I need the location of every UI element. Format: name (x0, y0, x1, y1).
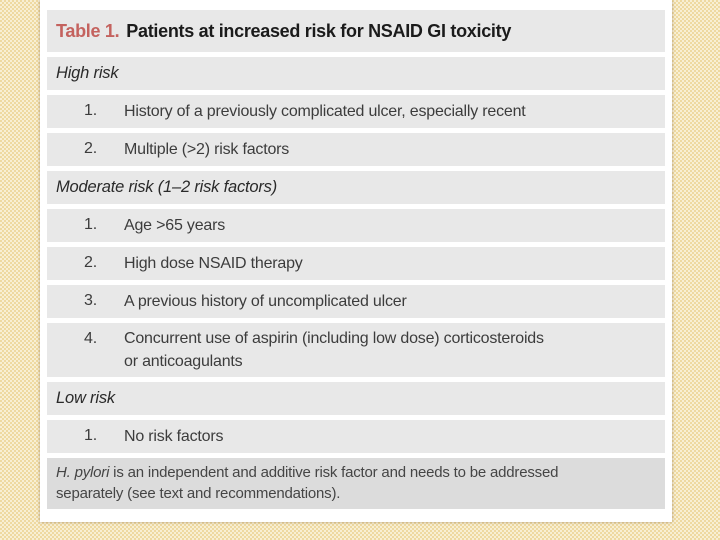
item-number: 1. (84, 216, 97, 233)
item-text: Concurrent use of aspirin (including low… (124, 330, 544, 370)
risk-item-row: 4. Concurrent use of aspirin (including l… (47, 323, 665, 377)
table-number-label: Table 1. (56, 20, 120, 41)
table-body: High risk 1. History of a previously compl… (47, 57, 665, 453)
table-title-bar: Table 1. Patients at increased risk for … (47, 10, 665, 52)
table-footnote: H. pylori is an independent and additive… (47, 458, 665, 509)
risk-item-row: 2. Multiple (>2) risk factors (47, 133, 665, 166)
section-header: High risk (47, 57, 665, 90)
section-header: Moderate risk (1–2 risk factors) (47, 171, 665, 204)
item-number: 1. (84, 102, 97, 119)
item-text: Multiple (>2) risk factors (124, 141, 290, 158)
item-text: High dose NSAID therapy (124, 255, 303, 272)
item-number: 3. (84, 292, 97, 309)
item-number: 4. (84, 330, 97, 347)
risk-item-row: 2. High dose NSAID therapy (47, 247, 665, 280)
item-number: 2. (84, 254, 97, 271)
item-text: Age >65 years (124, 217, 226, 234)
risk-item-row: 3. A previous history of uncomplicated ul… (47, 285, 665, 318)
table-card: Table 1. Patients at increased risk for … (40, 0, 672, 522)
footnote-italic-term: H. pylori (56, 464, 110, 481)
section-header: Low risk (47, 382, 665, 415)
table-title-text: Patients at increased risk for NSAID GI … (126, 20, 512, 41)
item-text: No risk factors (124, 428, 224, 445)
section-header-label: Moderate risk (1–2 risk factors) (56, 178, 277, 196)
item-text: History of a previously complicated ulce… (124, 103, 526, 120)
item-text: A previous history of uncomplicated ulce… (124, 293, 407, 310)
section-header-label: High risk (56, 64, 119, 82)
item-number: 2. (84, 140, 97, 157)
footnote-text: is an independent and additive risk fact… (56, 464, 559, 502)
item-number: 1. (84, 427, 97, 444)
section-header-label: Low risk (56, 389, 115, 407)
risk-item-row: 1. No risk factors (47, 420, 665, 453)
risk-item-row: 1. History of a previously complicated ul… (47, 95, 665, 128)
risk-item-row: 1. Age >65 years (47, 209, 665, 242)
